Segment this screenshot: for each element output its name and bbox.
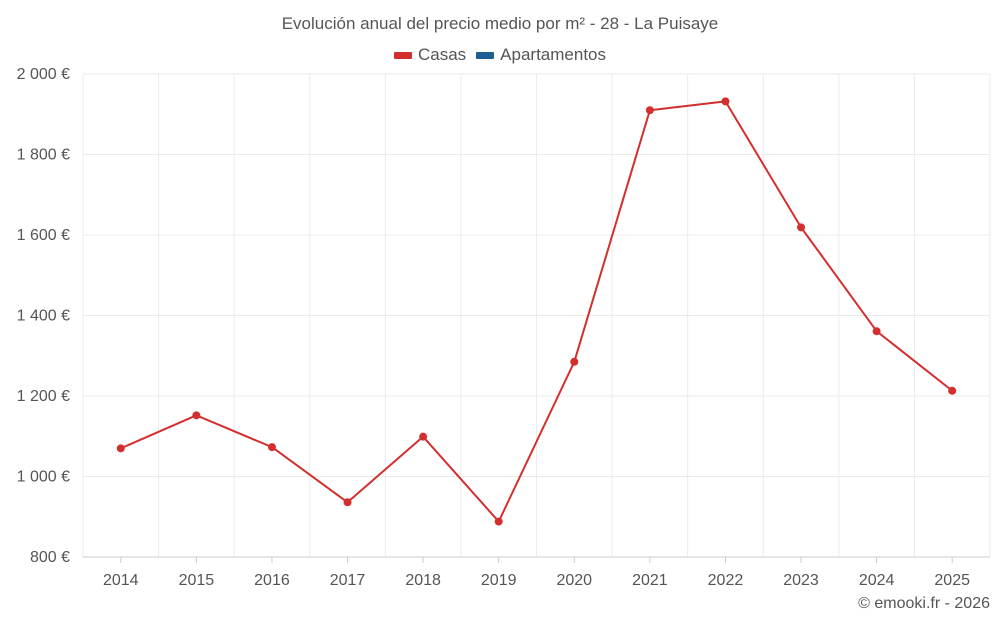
x-tick-label: 2016 [254,572,290,589]
data-point[interactable] [419,432,428,441]
data-point[interactable] [570,357,579,366]
y-tick-label: 1 200 € [17,388,70,405]
data-point[interactable] [948,386,957,395]
x-tick-label: 2022 [708,572,744,589]
x-tick-label: 2019 [481,572,517,589]
data-point[interactable] [343,498,352,507]
y-tick-label: 800 € [30,549,70,566]
x-tick-label: 2017 [330,572,366,589]
credit-text: © emooki.fr - 2026 [858,595,990,612]
x-tick-label: 2023 [783,572,819,589]
data-point[interactable] [494,517,503,526]
data-point[interactable] [645,106,654,115]
x-tick-label: 2018 [405,572,441,589]
y-tick-label: 1 600 € [17,227,70,244]
data-point[interactable] [872,327,881,336]
y-tick-label: 2 000 € [17,66,70,83]
data-point[interactable] [116,444,125,453]
x-tick-label: 2024 [859,572,895,589]
data-point[interactable] [267,443,276,452]
x-tick-label: 2015 [179,572,215,589]
y-tick-label: 1 800 € [17,147,70,164]
chart-title: Evolución anual del precio medio por m² … [281,14,719,33]
series-line-casas [120,100,953,523]
legend-item-apartamentos[interactable]: Apartamentos [476,45,606,65]
legend-label-casas: Casas [417,45,467,64]
data-point[interactable] [797,223,806,232]
legend-swatch-apartamentos [476,51,495,59]
x-tick-label: 2014 [103,572,139,589]
x-tick-label: 2021 [632,572,668,589]
x-tick-label: 2020 [556,572,592,589]
data-point[interactable] [721,97,730,106]
y-tick-label: 1 400 € [17,308,70,325]
legend-label-apartamentos: Apartamentos [500,45,607,64]
legend: Casas Apartamentos [0,45,1000,65]
x-tick-label: 2025 [934,572,970,589]
data-point[interactable] [192,411,201,420]
legend-item-casas[interactable]: Casas [393,45,467,65]
legend-swatch-casas [393,51,412,59]
y-tick-label: 1 000 € [17,469,70,486]
